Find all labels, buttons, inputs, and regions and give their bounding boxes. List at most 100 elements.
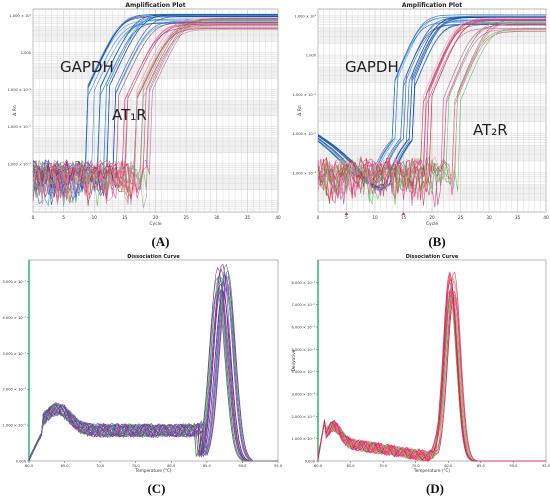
y-tick-label: 5.000 × 10⁻¹ bbox=[3, 280, 27, 284]
x-tick-label: 25 bbox=[183, 215, 189, 220]
annotation-target: AT₁R bbox=[112, 106, 147, 124]
x-tick-label: 85.0 bbox=[477, 464, 486, 468]
y-tick-label: 3.000 × 10⁻¹ bbox=[292, 393, 316, 397]
panel-caption: (B) bbox=[428, 234, 445, 249]
x-tick-label: 15 bbox=[401, 215, 407, 220]
y-tick-label: 1.000 × 10⁻¹ bbox=[8, 88, 32, 92]
y-tick-label: 1.000 × 10⁻³ bbox=[8, 162, 32, 166]
amplification-plot-a-svg: Amplification Plot 1.000 × 10¹ 1.000 1.000 … bbox=[8, 2, 281, 249]
y-tick-label: 3.000 × 10⁻¹ bbox=[3, 352, 27, 356]
amplification-curve bbox=[317, 19, 546, 205]
y-tick-label: 6.000 × 10⁻¹ bbox=[292, 326, 316, 330]
y-tick-label: 2.000 × 10⁻¹ bbox=[292, 415, 316, 419]
panel-caption: (C) bbox=[147, 481, 165, 496]
y-tick-label: 0.000 bbox=[16, 460, 27, 464]
x-tick-label: 80.0 bbox=[444, 464, 453, 468]
y-axis-label: Δ Rn bbox=[12, 105, 18, 116]
y-tick-label: 2.000 × 10⁻¹ bbox=[3, 388, 27, 392]
x-tick-label: 60.0 bbox=[314, 464, 323, 468]
y-tick-label: 1.000 bbox=[306, 54, 317, 58]
dissociation-curve-d: Dissociation Curve 0.000 1.000 × 10⁻¹ 2.000… bbox=[283, 250, 550, 501]
x-tick-label: 70.0 bbox=[379, 464, 388, 468]
melt-curve bbox=[28, 283, 278, 462]
x-tick-label: 25 bbox=[458, 215, 464, 220]
melt-curve bbox=[28, 274, 278, 462]
plot-title: Dissociation Curve bbox=[406, 254, 459, 260]
dissociation-curve-d-svg: Dissociation Curve 0.000 1.000 × 10⁻¹ 2.000… bbox=[291, 254, 550, 496]
plot-area bbox=[317, 259, 547, 462]
amplification-plot-b-svg: Amplification Plot 1.000 × 10¹ 1.000 1.000 … bbox=[293, 2, 549, 249]
amplification-curve bbox=[32, 22, 278, 205]
melt-curve bbox=[28, 289, 278, 462]
x-tick-label: 85.0 bbox=[203, 464, 212, 468]
x-tick-label: 35 bbox=[515, 215, 521, 220]
x-tick-label: 30 bbox=[486, 215, 492, 220]
amplification-curve bbox=[317, 22, 546, 195]
amplification-curve bbox=[317, 28, 546, 207]
x-tick-label: 60.0 bbox=[25, 464, 34, 468]
x-axis-label: Cycle bbox=[149, 221, 162, 227]
y-tick-label: 1.000 × 10⁻² bbox=[293, 132, 317, 136]
y-tick-label: 1.000 × 10⁻² bbox=[8, 125, 32, 129]
x-tick-label: 20 bbox=[429, 215, 435, 220]
x-tick-label: 95.0 bbox=[274, 464, 283, 468]
panel-caption: (A) bbox=[151, 234, 169, 249]
melt-curve bbox=[28, 288, 278, 462]
melt-curve bbox=[317, 278, 546, 462]
annotation-gapdh: GAPDH bbox=[60, 58, 114, 76]
x-axis-label: Temperature (°C) bbox=[134, 468, 172, 473]
dissociation-curve-c-svg: Dissociation Curve 0.000 1.000 × 10⁻¹ 2.000… bbox=[3, 254, 283, 496]
x-axis-label: Temperature (°C) bbox=[413, 468, 451, 473]
y-axis-label: Derivative bbox=[291, 349, 296, 371]
melt-curve bbox=[28, 290, 278, 462]
amplification-curve bbox=[317, 28, 546, 195]
panel-caption: (D) bbox=[426, 481, 444, 496]
amplification-curve bbox=[32, 13, 278, 199]
x-tick-label: 80.0 bbox=[167, 464, 176, 468]
x-tick-label: 40 bbox=[275, 215, 281, 220]
plot-title: Amplification Plot bbox=[125, 2, 185, 9]
baseline-marker bbox=[401, 212, 406, 215]
y-tick-label: 1.000 × 10¹ bbox=[294, 14, 316, 18]
x-tick-label: 0 bbox=[32, 215, 35, 220]
x-tick-label: 65.0 bbox=[61, 464, 70, 468]
y-tick-label: 4.000 × 10⁻¹ bbox=[292, 370, 316, 374]
y-tick-label: 1.000 × 10⁻¹ bbox=[3, 424, 27, 428]
y-tick-label: 5.000 × 10⁻¹ bbox=[292, 348, 316, 352]
y-tick-label: 1.000 × 10¹ bbox=[9, 14, 31, 18]
x-tick-label: 35 bbox=[245, 215, 251, 220]
x-tick-label: 75.0 bbox=[412, 464, 421, 468]
x-tick-label: 5 bbox=[345, 215, 348, 220]
plot-title: Amplification Plot bbox=[402, 2, 462, 9]
y-tick-label: 7.000 × 10⁻¹ bbox=[292, 303, 316, 307]
amplification-curve bbox=[32, 19, 278, 208]
amplification-curve bbox=[32, 19, 278, 204]
amplification-curve bbox=[317, 21, 546, 206]
amplification-plot-a: Amplification Plot 1.000 × 10¹ 1.000 1.000 … bbox=[0, 0, 283, 254]
amplification-curve bbox=[317, 31, 546, 202]
plot-title: Dissociation Curve bbox=[127, 254, 180, 260]
amplification-curve bbox=[32, 27, 278, 200]
amplification-plot-b: Amplification Plot 1.000 × 10¹ 1.000 1.000 … bbox=[283, 0, 550, 254]
y-tick-label: 1.000 bbox=[21, 51, 32, 55]
y-tick-label: 1.000 × 10⁻¹ bbox=[293, 93, 317, 97]
annotation-gapdh: GAPDH bbox=[345, 58, 399, 76]
melt-curve bbox=[28, 272, 278, 462]
amplification-curve bbox=[32, 14, 278, 197]
x-tick-label: 65.0 bbox=[347, 464, 356, 468]
y-tick-label: 0.000 bbox=[305, 460, 316, 464]
x-tick-label: 75.0 bbox=[132, 464, 141, 468]
amplification-curve bbox=[32, 22, 278, 201]
x-tick-label: 70.0 bbox=[96, 464, 105, 468]
x-tick-label: 10 bbox=[372, 215, 378, 220]
x-tick-label: 30 bbox=[214, 215, 220, 220]
y-tick-label: 1.000 × 10⁻³ bbox=[293, 171, 317, 175]
x-tick-label: 5 bbox=[62, 215, 65, 220]
x-tick-label: 40 bbox=[543, 215, 549, 220]
annotation-target: AT₂R bbox=[473, 121, 508, 139]
y-tick-label: 1.000 × 10⁻¹ bbox=[292, 437, 316, 441]
x-tick-label: 95.0 bbox=[542, 464, 550, 468]
x-tick-label: 15 bbox=[122, 215, 128, 220]
y-tick-label: 4.000 × 10⁻¹ bbox=[3, 316, 27, 320]
baseline-marker bbox=[344, 212, 349, 215]
